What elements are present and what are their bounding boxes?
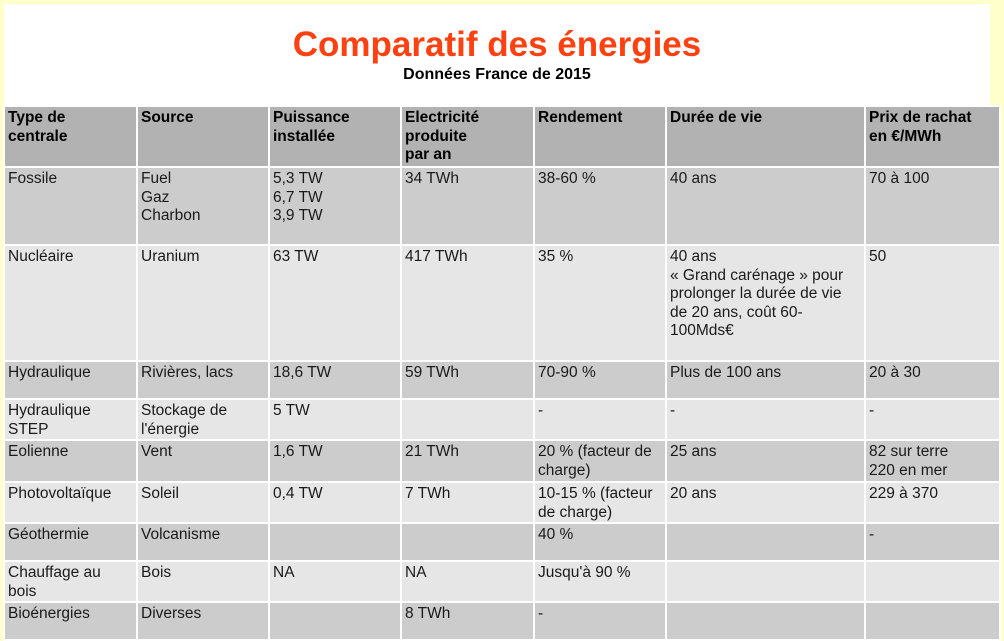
table-row: Hydraulique STEP Stockage de l'énergie 5… [3, 398, 1001, 441]
column-header-rendement: Rendement [533, 105, 667, 168]
table-row: Photovoltaïque Soleil 0,4 TW 7 TWh 10-15… [3, 481, 1001, 524]
column-header-duree: Durée de vie [665, 105, 866, 168]
table-row: Hydraulique Rivières, lacs 18,6 TW 59 TW… [3, 360, 1001, 400]
cell-duree: - [665, 398, 866, 441]
page-subtitle: Données France de 2015 [403, 66, 591, 83]
cell-prix: - [864, 398, 1001, 441]
cell-rendement: 10-15 % (facteur de charge) [533, 481, 667, 524]
table-header-row: Type de centrale Source Puissance instal… [3, 105, 1001, 168]
cell-electricite: 21 TWh [400, 439, 535, 483]
page-title: Comparatif des énergies [292, 25, 702, 64]
cell-type: Chauffage au bois [3, 560, 138, 603]
cell-rendement: 40 % [533, 522, 667, 562]
table-row: Nucléaire Uranium 63 TW 417 TWh 35 % 40 … [3, 244, 1001, 362]
cell-source: Uranium [136, 244, 270, 362]
cell-type: Bioénergies [3, 601, 138, 641]
cell-duree: 25 ans [665, 439, 866, 483]
cell-puissance: 5 TW [268, 398, 402, 441]
cell-puissance: 5,3 TW 6,7 TW 3,9 TW [268, 166, 402, 246]
cell-type: Hydraulique STEP [3, 398, 138, 441]
cell-source: Fuel Gaz Charbon [136, 166, 270, 246]
cell-duree [665, 601, 866, 641]
cell-rendement: - [533, 398, 667, 441]
column-header-puissance: Puissance installée [268, 105, 402, 168]
cell-type: Fossile [3, 166, 138, 246]
cell-prix [864, 601, 1001, 641]
cell-puissance: NA [268, 560, 402, 603]
title-panel: Comparatif des énergies Données France d… [4, 4, 990, 106]
cell-source: Soleil [136, 481, 270, 524]
cell-rendement: 38-60 % [533, 166, 667, 246]
cell-prix: 20 à 30 [864, 360, 1001, 400]
cell-prix [864, 560, 1001, 603]
cell-electricite: 34 TWh [400, 166, 535, 246]
cell-duree: Plus de 100 ans [665, 360, 866, 400]
cell-electricite: 7 TWh [400, 481, 535, 524]
cell-electricite: 417 TWh [400, 244, 535, 362]
cell-duree: 20 ans [665, 481, 866, 524]
cell-source: Volcanisme [136, 522, 270, 562]
table-row: Chauffage au bois Bois NA NA Jusqu'à 90 … [3, 560, 1001, 603]
cell-duree [665, 522, 866, 562]
cell-puissance: 63 TW [268, 244, 402, 362]
cell-type: Eolienne [3, 439, 138, 483]
cell-puissance [268, 601, 402, 641]
column-header-source: Source [136, 105, 270, 168]
cell-duree [665, 560, 866, 603]
column-header-electricite: Electricité produite par an [400, 105, 535, 168]
cell-source: Rivières, lacs [136, 360, 270, 400]
column-header-prix: Prix de rachat en €/MWh [864, 105, 1001, 168]
cell-type: Nucléaire [3, 244, 138, 362]
table-row: Géothermie Volcanisme 40 % - [3, 522, 1001, 562]
cell-source: Vent [136, 439, 270, 483]
cell-prix: 229 à 370 [864, 481, 1001, 524]
cell-electricite [400, 398, 535, 441]
table-row: Eolienne Vent 1,6 TW 21 TWh 20 % (facteu… [3, 439, 1001, 483]
cell-type: Hydraulique [3, 360, 138, 400]
cell-source: Diverses [136, 601, 270, 641]
cell-prix: - [864, 522, 1001, 562]
cell-electricite: 59 TWh [400, 360, 535, 400]
table-row: Fossile Fuel Gaz Charbon 5,3 TW 6,7 TW 3… [3, 166, 1001, 246]
cell-rendement: 35 % [533, 244, 667, 362]
cell-type: Photovoltaïque [3, 481, 138, 524]
cell-rendement: 70-90 % [533, 360, 667, 400]
cell-electricite: 8 TWh [400, 601, 535, 641]
energy-comparison-table: Type de centrale Source Puissance instal… [3, 105, 1001, 641]
cell-prix: 70 à 100 [864, 166, 1001, 246]
cell-rendement: Jusqu'à 90 % [533, 560, 667, 603]
cell-rendement: 20 % (facteur de charge) [533, 439, 667, 483]
cell-puissance: 18,6 TW [268, 360, 402, 400]
cell-electricite: NA [400, 560, 535, 603]
cell-puissance: 0,4 TW [268, 481, 402, 524]
cell-puissance: 1,6 TW [268, 439, 402, 483]
cell-source: Stockage de l'énergie [136, 398, 270, 441]
column-header-type: Type de centrale [3, 105, 138, 168]
cell-duree: 40 ans « Grand carénage » pour prolonger… [665, 244, 866, 362]
cell-electricite [400, 522, 535, 562]
cell-prix: 50 [864, 244, 1001, 362]
cell-puissance [268, 522, 402, 562]
cell-rendement: - [533, 601, 667, 641]
table-row: Bioénergies Diverses 8 TWh - [3, 601, 1001, 641]
cell-source: Bois [136, 560, 270, 603]
cell-type: Géothermie [3, 522, 138, 562]
cell-duree: 40 ans [665, 166, 866, 246]
cell-prix: 82 sur terre 220 en mer [864, 439, 1001, 483]
